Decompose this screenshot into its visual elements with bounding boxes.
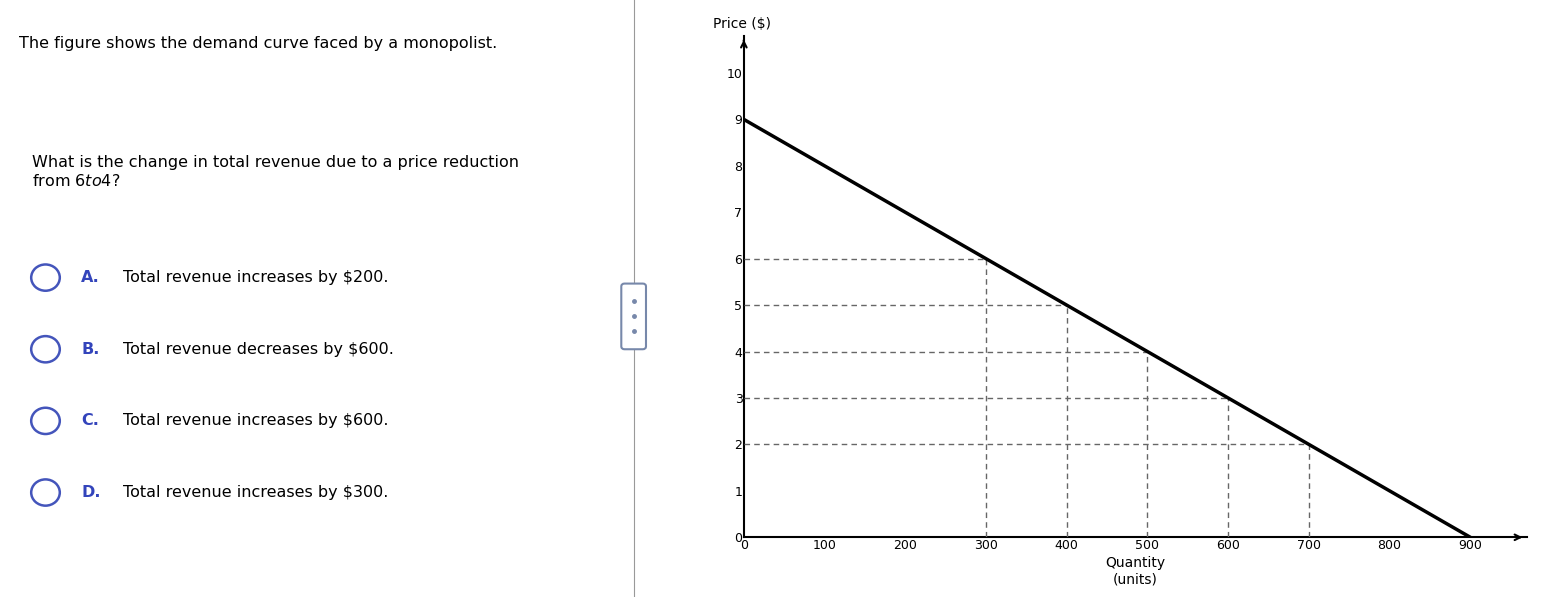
FancyBboxPatch shape bbox=[622, 284, 647, 349]
Text: Total revenue increases by $200.: Total revenue increases by $200. bbox=[124, 270, 388, 285]
Text: What is the change in total revenue due to a price reduction
from $6 to $4?: What is the change in total revenue due … bbox=[33, 155, 520, 189]
Text: Total revenue decreases by $600.: Total revenue decreases by $600. bbox=[124, 341, 395, 357]
Text: Total revenue increases by $600.: Total revenue increases by $600. bbox=[124, 413, 388, 429]
Text: Total revenue increases by $300.: Total revenue increases by $300. bbox=[124, 485, 388, 500]
Text: A.: A. bbox=[81, 270, 100, 285]
Text: Price ($): Price ($) bbox=[713, 17, 770, 31]
Text: The figure shows the demand curve faced by a monopolist.: The figure shows the demand curve faced … bbox=[19, 36, 498, 51]
X-axis label: Quantity
(units): Quantity (units) bbox=[1106, 556, 1165, 586]
Text: C.: C. bbox=[81, 413, 99, 429]
Text: D.: D. bbox=[81, 485, 100, 500]
Text: B.: B. bbox=[81, 341, 100, 357]
